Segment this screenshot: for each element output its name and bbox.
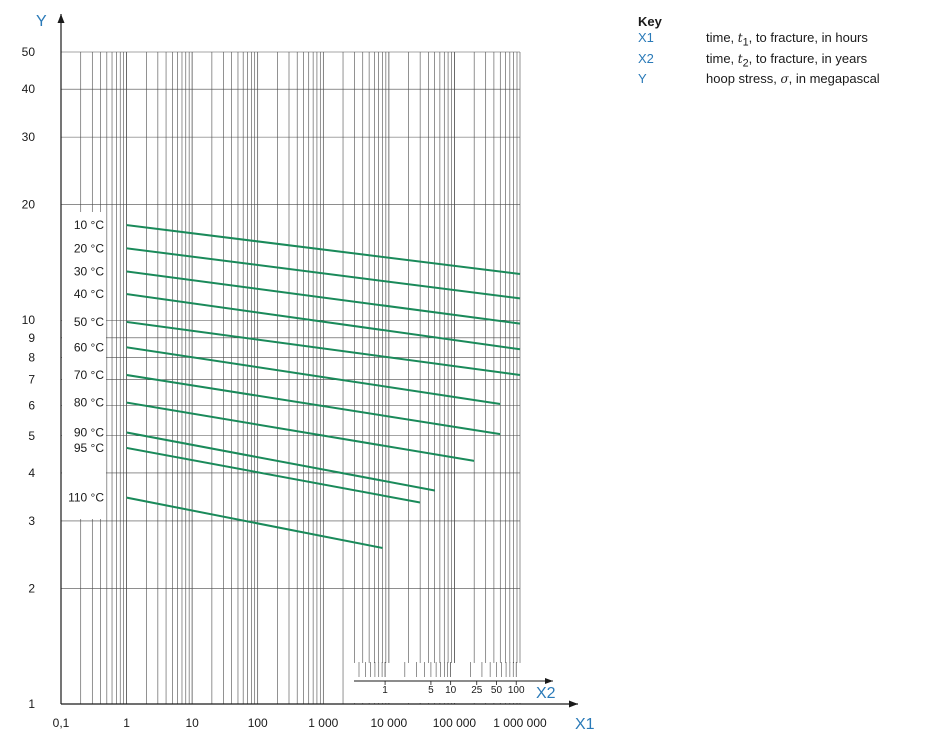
key-description: time, t2, to fracture, in years — [706, 51, 867, 72]
series-line — [126, 374, 501, 436]
key-symbol: X2 — [638, 50, 654, 66]
series-line — [126, 247, 521, 300]
y-axis-arrow — [57, 14, 65, 23]
x-tick-label: 10 — [185, 716, 199, 730]
x-axis-arrow — [569, 700, 578, 708]
key-row: X1 time, t1, to fracture, in hours — [638, 30, 880, 51]
x-tick-label: 1 — [123, 716, 130, 730]
series-label: 20 °C — [74, 241, 104, 255]
key-desc-prefix: time, — [706, 30, 738, 45]
axes — [57, 14, 578, 708]
key-variable: σ — [780, 72, 789, 87]
series-label: 90 °C — [74, 425, 104, 439]
key-variable: t — [737, 51, 743, 66]
x-axis-label: X1 — [575, 716, 595, 732]
y-axis-label: Y — [36, 13, 47, 30]
x-tick-label: 100 000 — [433, 716, 477, 730]
y-tick-label: 8 — [28, 350, 35, 364]
series-label: 60 °C — [74, 340, 104, 354]
key-description: hoop stress, σ, in megapascal — [706, 71, 880, 87]
secondary-axis-x2: 1 5 10 25 50 100 — [352, 662, 553, 703]
key-subscript: 1 — [742, 36, 749, 49]
key-desc-suffix: , in megapascal — [788, 71, 880, 87]
series-lines — [126, 224, 521, 549]
series-line — [126, 401, 475, 462]
series-label: 110 °C — [68, 491, 104, 505]
y-tick-label: 1 — [28, 697, 35, 711]
x-tick-label: 1 000 000 — [493, 716, 547, 730]
x-tick-label: 100 — [248, 716, 268, 730]
key-title: Key — [638, 14, 662, 29]
x2-tick-label: 1 — [382, 685, 388, 696]
series-label: 70 °C — [74, 368, 104, 382]
x-tick-label: 0,1 — [53, 716, 70, 730]
series-line — [126, 346, 501, 405]
x2-tick-label: 10 — [445, 685, 457, 696]
y-tick-label: 20 — [22, 198, 36, 212]
series-line — [126, 270, 521, 325]
key-desc-suffix: , to fracture, in years — [748, 50, 868, 66]
y-tick-label: 9 — [28, 331, 35, 345]
key-symbol: X1 — [638, 30, 654, 45]
y-tick-label: 3 — [28, 514, 35, 528]
y-tick-label: 30 — [22, 130, 36, 144]
series-label: 50 °C — [74, 315, 104, 329]
y-tick-label: 50 — [22, 45, 36, 59]
series-label: 30 °C — [74, 264, 104, 278]
y-tick-label: 40 — [22, 82, 36, 96]
y-tick-label: 6 — [28, 398, 35, 412]
key-row: X2 time, t2, to fracture, in years — [638, 51, 880, 72]
y-tick-label: 5 — [28, 429, 35, 443]
x2-tick-label: 50 — [491, 685, 503, 696]
series-label: 95 °C — [74, 441, 104, 455]
series-line — [126, 224, 521, 275]
series-label: 10 °C — [74, 218, 104, 232]
series-line — [126, 431, 435, 492]
x2-tick-label: 100 — [508, 685, 525, 696]
x-tick-label: 1 000 — [308, 716, 338, 730]
series-line — [126, 320, 521, 376]
key-desc-prefix: hoop stress, — [706, 71, 781, 87]
key-symbol: Y — [638, 71, 647, 87]
x2-axis-background — [352, 663, 524, 703]
chart-text: 10 °C 20 °C 30 °C 40 °C 50 °C 60 °C 70 °C 80 °C… — [22, 13, 595, 732]
key-rows: X1 time, t1, to fracture, in hours X2 time,… — [638, 30, 880, 87]
key-desc-prefix: time, — [706, 50, 738, 66]
key-variable: t — [737, 31, 743, 45]
label-background — [62, 212, 106, 519]
key-description: time, t1, to fracture, in hours — [706, 30, 868, 51]
y-tick-label: 2 — [28, 581, 35, 595]
key-subscript: 2 — [742, 57, 749, 70]
y-tick-label: 4 — [28, 466, 35, 480]
series-line — [126, 446, 421, 504]
series-line — [126, 496, 383, 549]
grid-lines — [60, 51, 521, 705]
series-line — [126, 293, 521, 351]
x2-tick-label: 25 — [471, 685, 483, 696]
x2-axis-label: X2 — [536, 685, 556, 702]
x2-axis-arrow — [545, 678, 553, 684]
series-label: 40 °C — [74, 287, 104, 301]
key-panel: Key X1 time, t1, to fracture, in hours X2 t… — [638, 14, 880, 87]
series-label: 80 °C — [74, 396, 104, 410]
x2-tick-label: 5 — [428, 685, 434, 696]
y-tick-label: 10 — [22, 313, 36, 327]
key-desc-suffix: , to fracture, in hours — [748, 30, 868, 45]
x-tick-label: 10 000 — [371, 716, 408, 730]
curve-label-background — [62, 212, 106, 519]
y-tick-label: 7 — [28, 373, 35, 387]
